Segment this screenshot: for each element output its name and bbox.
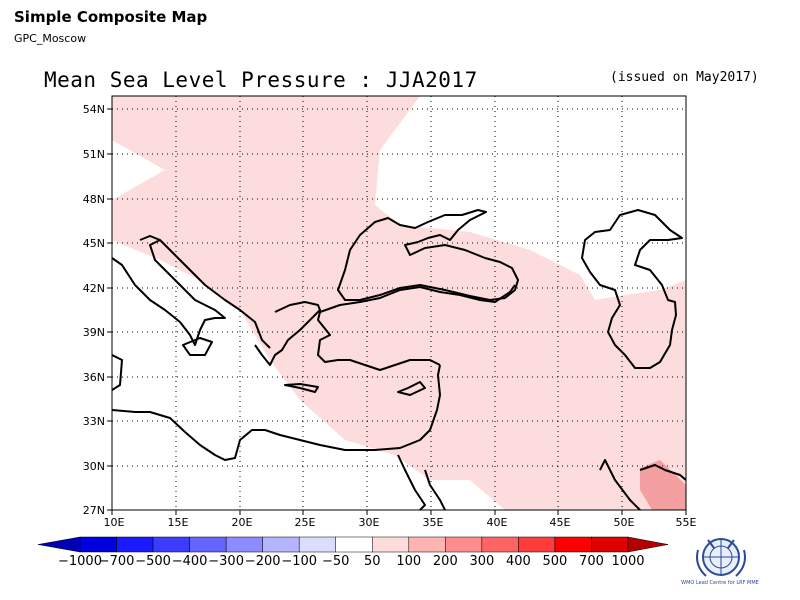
colorbar-label: −300 <box>208 554 244 569</box>
colorbar-segment <box>298 536 336 553</box>
colorbar-label: 700 <box>579 554 604 569</box>
colorbar-segment <box>189 536 227 553</box>
lon-label: 10E <box>104 516 125 529</box>
anomaly-region-dark <box>640 460 686 510</box>
colorbar-segment <box>591 536 629 553</box>
colorbar-segment <box>408 536 446 553</box>
colorbar-label: 200 <box>433 554 458 569</box>
lat-label: 54N <box>83 103 105 116</box>
coastlines <box>112 209 686 510</box>
colorbar-label: −400 <box>172 554 208 569</box>
header-title: Simple Composite Map <box>14 8 208 26</box>
lat-label: 39N <box>83 326 105 339</box>
colorbar-segment <box>37 536 81 553</box>
colorbar-labels: −1000−700 −500 −400 −300 −200 −100 −50 50 100 200… <box>58 554 645 569</box>
colorbar-label: −50 <box>322 554 349 569</box>
lat-label: 30N <box>83 460 105 473</box>
colorbar-segment <box>116 536 154 553</box>
issued-date: (issued on May2017) <box>610 70 759 85</box>
colorbar-segment <box>335 536 373 553</box>
map-title: Mean Sea Level Pressure : JJA2017 <box>44 68 478 92</box>
colorbar-segment <box>554 536 592 553</box>
header-source: GPC_Moscow <box>14 32 87 45</box>
tick-marks <box>107 108 687 515</box>
colorbar-segment <box>627 536 669 553</box>
lon-label: 25E <box>295 516 316 529</box>
lat-label: 36N <box>83 371 105 384</box>
lat-label: 51N <box>83 148 105 161</box>
colorbar-segment <box>262 536 300 553</box>
colorbar-label: −700 <box>99 554 135 569</box>
colorbar-label: −1000 <box>58 554 102 569</box>
lat-label: 42N <box>83 282 105 295</box>
lon-label: 55E <box>676 516 697 529</box>
colorbar-segment <box>79 536 117 553</box>
lon-label: 45E <box>550 516 571 529</box>
lon-label: 35E <box>423 516 444 529</box>
lat-label: 48N <box>83 193 105 206</box>
colorbar-label: 400 <box>506 554 531 569</box>
colorbar-label: −200 <box>245 554 281 569</box>
colorbar-label: 500 <box>543 554 568 569</box>
colorbar-segment <box>445 536 483 553</box>
lon-label: 30E <box>359 516 380 529</box>
lon-label: 40E <box>487 516 508 529</box>
colorbar-segment <box>152 536 190 553</box>
colorbar-segment <box>481 536 519 553</box>
colorbar-label: 100 <box>396 554 421 569</box>
colorbar-label: 1000 <box>611 554 644 569</box>
map-frame <box>111 95 687 511</box>
colorbar-segment <box>225 536 263 553</box>
colorbar-label: −100 <box>281 554 317 569</box>
lon-labels: 10E 15E 20E 25E 30E 35E 40E 45E 50E 55E <box>104 516 697 529</box>
colorbar <box>37 536 669 553</box>
colorbar-segment <box>372 536 410 553</box>
pressure-shading <box>112 96 686 510</box>
lon-label: 15E <box>168 516 189 529</box>
wmo-emblem-icon <box>696 538 746 577</box>
colorbar-label: 50 <box>364 554 381 569</box>
colorbar-label: −500 <box>135 554 171 569</box>
lat-label: 45N <box>83 237 105 250</box>
lon-label: 50E <box>614 516 635 529</box>
lon-label: 20E <box>232 516 253 529</box>
colorbar-segment <box>518 536 556 553</box>
lat-label: 27N <box>83 504 105 517</box>
anomaly-region-light <box>112 96 686 510</box>
colorbar-label: 300 <box>469 554 494 569</box>
lat-labels: 54N 51N 48N 45N 42N 39N 36N 33N 30N 27N <box>83 103 105 517</box>
lat-label: 33N <box>83 415 105 428</box>
logo-caption: WMO Lead Centre for LRF MME <box>681 580 759 586</box>
